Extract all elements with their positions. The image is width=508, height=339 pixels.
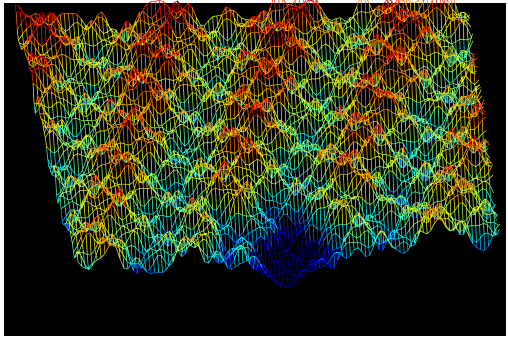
screenshot [0, 0, 508, 339]
surface-plot [0, 0, 508, 339]
